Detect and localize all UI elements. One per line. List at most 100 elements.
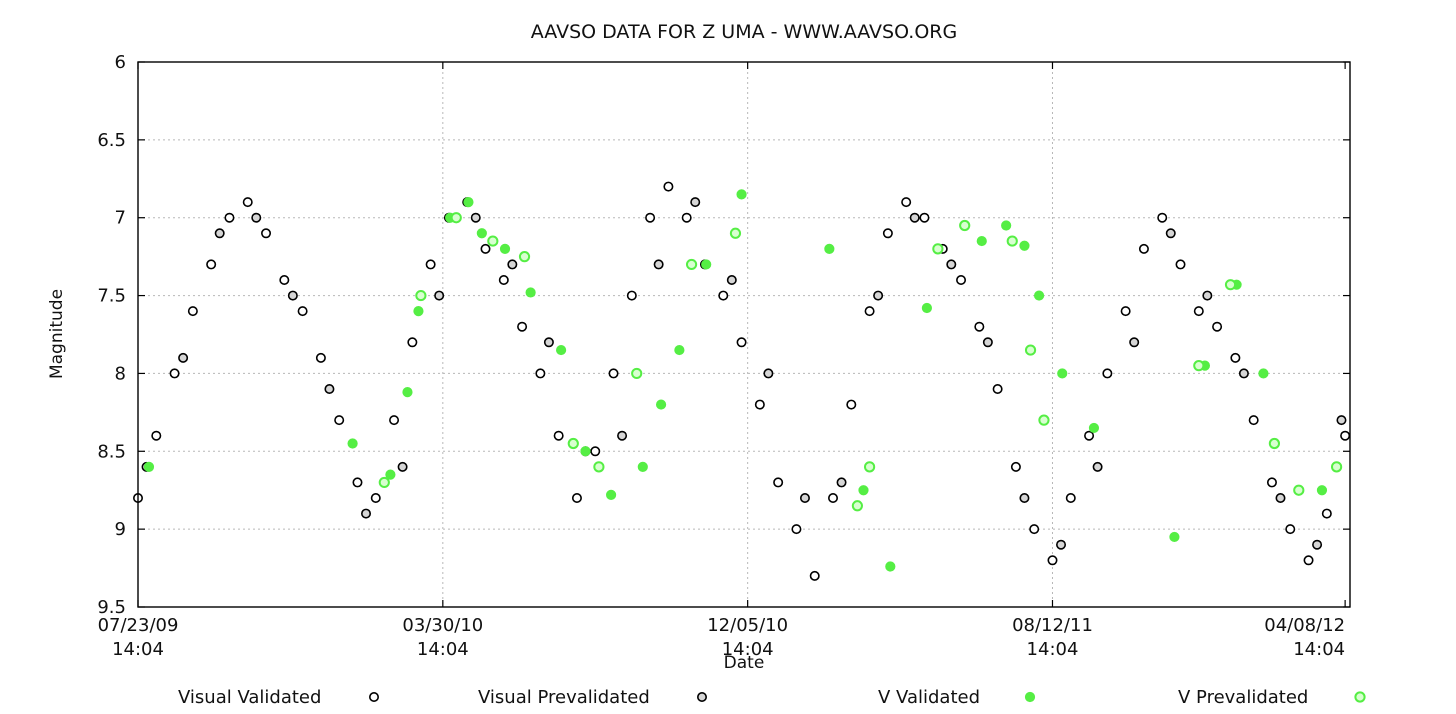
data-point xyxy=(370,492,381,503)
y-tick-label: 8 xyxy=(115,363,126,384)
data-point xyxy=(631,367,643,380)
data-point xyxy=(242,197,253,208)
chart-title: AAVSO DATA FOR Z UMA - WWW.AAVSO.ORG xyxy=(531,21,957,43)
y-tick-label: 9 xyxy=(115,519,126,540)
data-point xyxy=(297,306,308,317)
data-point xyxy=(882,228,893,239)
data-point xyxy=(525,287,536,298)
x-tick-time: 14:04 xyxy=(112,639,164,660)
data-point xyxy=(1001,220,1012,231)
data-point xyxy=(385,469,396,480)
data-point xyxy=(450,212,462,224)
data-point xyxy=(324,383,335,394)
data-point xyxy=(1212,321,1223,332)
data-point xyxy=(543,337,554,348)
data-point xyxy=(1006,235,1018,247)
data-point xyxy=(1088,422,1100,434)
y-axis-label: Magnitude xyxy=(47,289,67,379)
x-tick-label: 03/30/10 xyxy=(402,615,483,636)
data-point xyxy=(470,212,481,223)
data-point xyxy=(169,368,180,379)
data-point xyxy=(608,368,619,379)
legend-label: V Prevalidated xyxy=(1178,687,1308,708)
data-point xyxy=(571,492,582,503)
data-point xyxy=(1165,228,1176,239)
x-tick-time: 14:04 xyxy=(1027,639,1079,660)
data-point xyxy=(846,399,857,410)
data-point xyxy=(974,321,985,332)
data-point xyxy=(851,500,863,512)
data-point xyxy=(1321,508,1332,519)
x-axis-label: Date xyxy=(724,653,765,673)
data-point xyxy=(1266,477,1277,488)
data-point xyxy=(143,461,155,472)
data-point xyxy=(1047,555,1058,566)
data-point xyxy=(681,212,692,223)
x-tick-label: 08/12/11 xyxy=(1012,615,1093,636)
data-point xyxy=(1202,290,1213,301)
data-point xyxy=(1248,415,1259,426)
y-tick-label: 8.5 xyxy=(97,441,126,462)
data-point xyxy=(1193,360,1205,372)
data-point xyxy=(1138,243,1149,254)
data-point xyxy=(1175,259,1186,270)
data-point xyxy=(352,477,363,488)
data-point xyxy=(873,290,884,301)
data-point xyxy=(151,430,162,441)
data-point xyxy=(1092,461,1103,472)
data-point xyxy=(415,289,427,302)
data-point xyxy=(593,461,605,473)
data-point xyxy=(685,258,698,271)
data-point xyxy=(1038,414,1050,426)
legend-label: V Validated xyxy=(878,687,980,708)
data-point xyxy=(347,438,358,449)
data-point xyxy=(1238,368,1249,379)
data-point xyxy=(932,243,944,255)
data-point xyxy=(858,485,869,496)
data-point xyxy=(378,476,390,489)
data-point xyxy=(1019,240,1030,251)
data-point xyxy=(885,561,896,572)
data-point xyxy=(828,492,839,503)
data-point xyxy=(956,274,967,285)
data-point xyxy=(507,259,518,270)
legend-label: Visual Validated xyxy=(178,687,321,708)
data-point xyxy=(921,302,932,314)
data-point xyxy=(701,259,712,270)
data-point xyxy=(1010,461,1021,472)
data-point xyxy=(836,477,847,488)
data-point xyxy=(909,212,920,223)
data-point xyxy=(946,259,957,270)
data-point xyxy=(1285,524,1296,535)
data-point xyxy=(1268,437,1281,450)
data-point xyxy=(499,243,511,254)
data-point xyxy=(1065,492,1076,503)
data-point xyxy=(736,189,747,200)
data-point xyxy=(407,337,418,348)
x-tick-time: 14:04 xyxy=(722,639,774,660)
legend-marker xyxy=(368,691,379,702)
x-tick-time: 14:04 xyxy=(1293,639,1345,660)
data-point xyxy=(1033,290,1045,301)
data-point xyxy=(617,430,628,441)
data-point xyxy=(605,489,617,500)
data-point xyxy=(1316,485,1328,496)
data-point xyxy=(976,235,987,247)
data-point xyxy=(754,399,765,410)
legend-marker xyxy=(1024,691,1036,703)
data-point xyxy=(773,477,784,488)
x-tick-time: 14:04 xyxy=(417,639,469,660)
data-point xyxy=(726,274,737,285)
data-point xyxy=(178,352,189,363)
data-point xyxy=(187,306,198,317)
data-point xyxy=(535,368,546,379)
data-point xyxy=(402,387,413,398)
data-point xyxy=(518,251,531,263)
data-point xyxy=(434,290,445,301)
data-point xyxy=(1193,306,1204,317)
data-point xyxy=(992,383,1003,394)
data-point xyxy=(645,212,656,223)
data-point xyxy=(799,492,810,503)
data-point xyxy=(476,228,487,239)
data-point xyxy=(334,415,345,426)
